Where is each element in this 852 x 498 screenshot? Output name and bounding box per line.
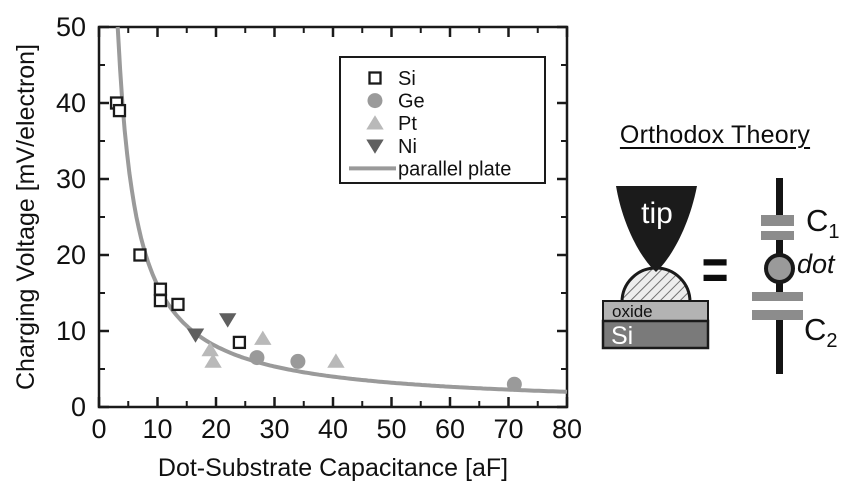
y-axis-label: Charging Voltage [mV/electron]: [12, 44, 40, 390]
point-ni: [219, 313, 237, 328]
point-ge: [506, 376, 522, 392]
wire-segment: [776, 319, 783, 374]
point-si: [232, 335, 247, 350]
wire-segment: [776, 178, 783, 215]
x-axis-label: Dot-Substrate Capacitance [aF]: [158, 454, 508, 482]
dot-dome: [620, 266, 692, 304]
legend-marker-ni: [366, 139, 384, 154]
y-tick-label: 10: [56, 316, 86, 346]
c2-base: C: [804, 312, 827, 347]
x-tick-label: 30: [259, 414, 289, 444]
y-tick-label: 40: [56, 88, 86, 118]
point-pt: [204, 353, 222, 368]
point-si: [153, 293, 168, 308]
capacitor-plate: [752, 292, 803, 301]
x-tick-label: 50: [376, 414, 406, 444]
point-si: [133, 248, 147, 262]
point-pt: [201, 342, 219, 357]
y-tick-label: 0: [71, 392, 86, 422]
x-tick-label: 40: [318, 414, 348, 444]
wire-segment: [776, 240, 783, 255]
legend-marker-ge: [367, 93, 383, 109]
point-pt: [254, 330, 272, 345]
x-tick-label: 0: [91, 414, 106, 444]
c1-subscript: 1: [828, 221, 840, 244]
legend-label: Ni: [398, 136, 417, 158]
wire-segment: [776, 281, 783, 293]
legend-marker-si: [368, 71, 382, 85]
charging-voltage-chart: 0 10 20 30 40 50 60 70 80 0 10 20 30 40 50 Dot-Substrat…: [12, 12, 582, 482]
point-si: [112, 103, 127, 118]
capacitor-plate: [761, 231, 794, 240]
si-label: Si: [611, 322, 633, 350]
c2-subscript: 2: [826, 330, 838, 353]
x-tick-label: 10: [142, 414, 172, 444]
capacitor-plate: [761, 215, 794, 226]
equals-sign: =: [701, 236, 729, 302]
legend-label: Si: [398, 68, 416, 90]
si-layer: [601, 319, 710, 350]
point-si: [153, 282, 168, 296]
x-tick-label: 80: [552, 414, 582, 444]
point-ge: [249, 350, 265, 366]
capacitor-plate: [752, 310, 803, 320]
point-si: [171, 297, 185, 312]
y-tick-label: 50: [56, 12, 86, 42]
legend-label: Ge: [398, 91, 425, 113]
dot-circle: [764, 253, 795, 284]
legend-label: parallel plate: [398, 158, 511, 180]
dot-label: dot: [797, 249, 835, 279]
point-ni: [186, 328, 205, 343]
tip-label: tip: [641, 197, 673, 230]
y-tick-label: 30: [56, 164, 86, 194]
point-pt: [327, 353, 345, 368]
legend-label: Pt: [398, 113, 417, 135]
c1-label: C1: [806, 203, 840, 244]
point-ge: [290, 353, 306, 369]
oxide-label: oxide: [612, 302, 653, 321]
legend-marker-pt: [366, 115, 384, 130]
tip-shape: [616, 186, 697, 272]
tip-sample-graphic: oxide Si tip: [601, 186, 710, 350]
y-tick-label: 20: [56, 240, 86, 270]
x-tick-label: 70: [493, 414, 523, 444]
x-tick-label: 20: [201, 414, 231, 444]
c1-base: C: [806, 203, 829, 238]
c2-label: C2: [804, 312, 838, 353]
x-tick-label: 60: [435, 414, 465, 444]
diagram-title: Orthodox Theory: [619, 121, 811, 149]
